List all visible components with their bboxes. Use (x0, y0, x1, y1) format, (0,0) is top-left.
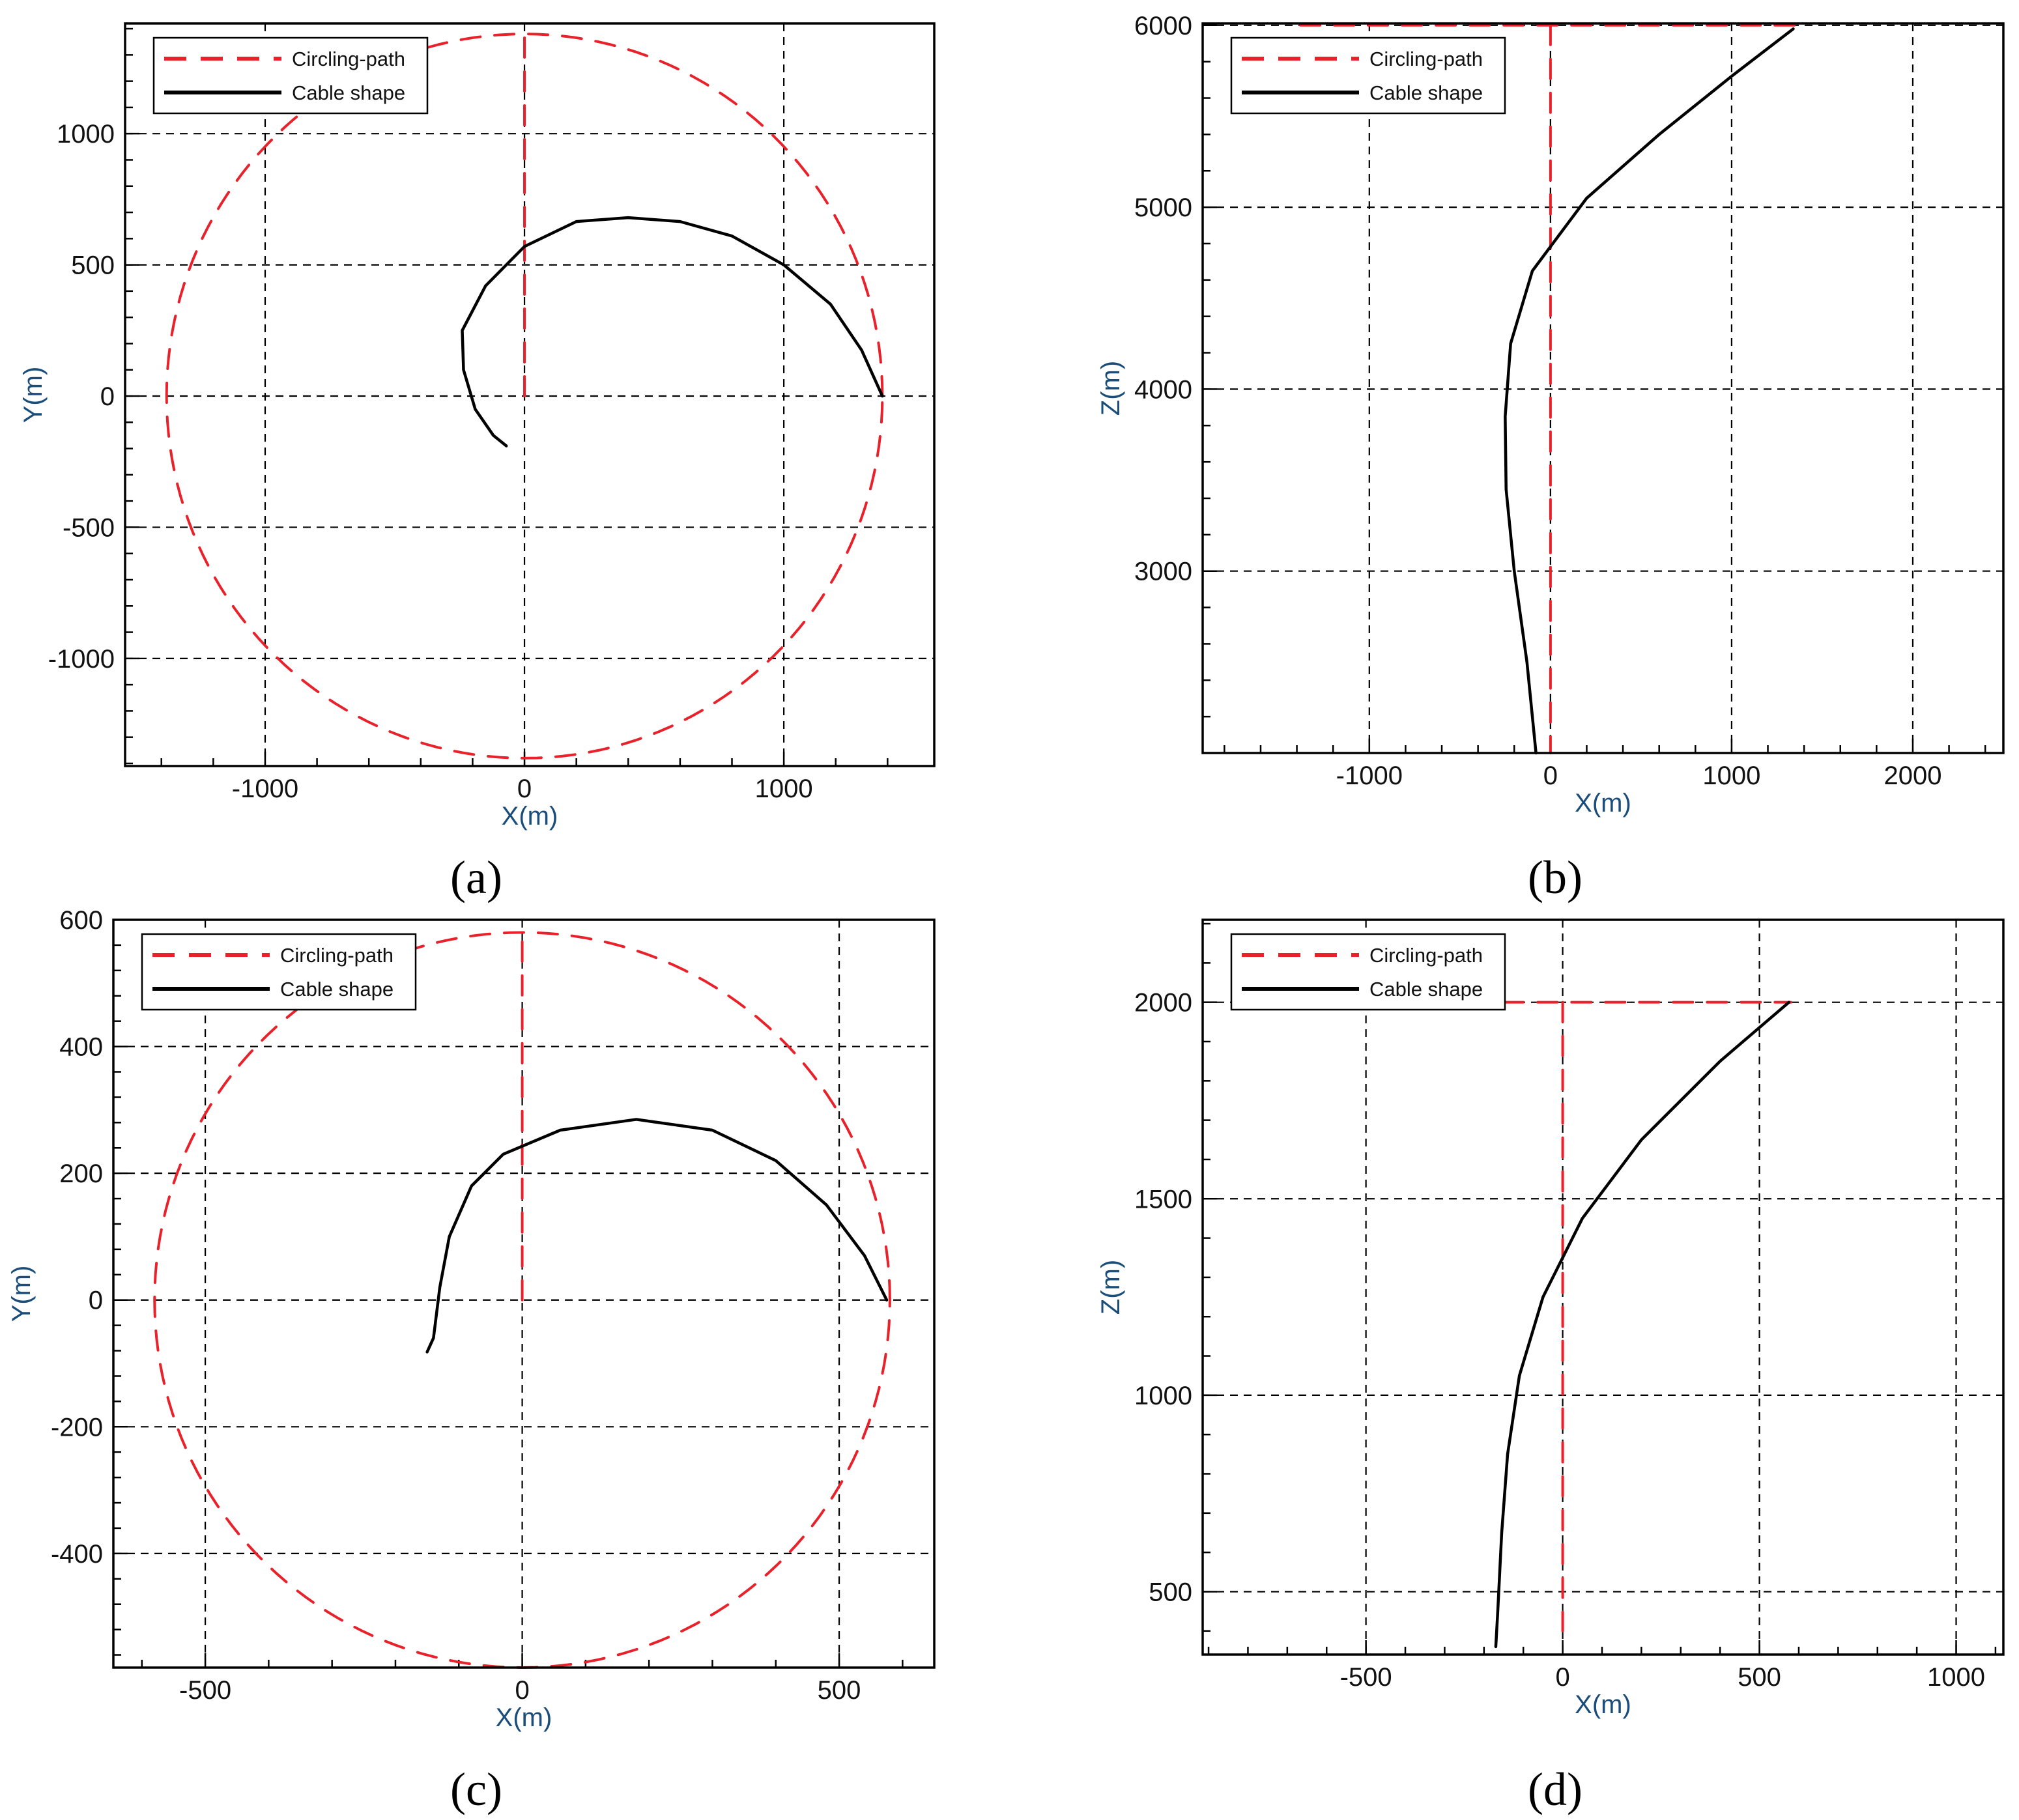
x-tick-label: -500 (1340, 1663, 1392, 1692)
x-tick-label: 0 (515, 1676, 529, 1705)
panel-label-b: (b) (1528, 851, 1582, 903)
x-tick-label: 2000 (1883, 761, 1941, 790)
x-tick-label: 1000 (1927, 1663, 1985, 1692)
y-tick-label: 500 (71, 251, 115, 280)
legend-box (1230, 36, 1506, 115)
y-tick-label: -400 (51, 1540, 103, 1569)
y-tick-label: 500 (1149, 1578, 1192, 1606)
y-axis-title: Z(m) (1096, 1260, 1125, 1315)
legend-label: Circling-path (1369, 48, 1483, 70)
x-axis-title: X(m) (496, 1703, 552, 1732)
panel-d: -500 0 500 1000 500 1000 1500 2000 X(m) Z(m) Circl… (1096, 918, 2005, 1719)
y-tick-label: 0 (89, 1287, 103, 1315)
plot-frame (1201, 918, 2005, 1656)
legend-label: Cable shape (1369, 81, 1483, 104)
y-axis-title: Y(m) (19, 367, 48, 423)
y-axis-title: Y(m) (7, 1266, 36, 1322)
plot-frame (112, 918, 936, 1669)
y-tick-label: 2000 (1134, 989, 1192, 1017)
panel-label-a: (a) (450, 851, 502, 903)
legend-label: Cable shape (292, 81, 405, 104)
x-tick-label: -1000 (1336, 761, 1403, 790)
legend-label: Circling-path (292, 48, 405, 70)
x-tick-label: -1000 (232, 775, 298, 803)
plot-frame (1201, 22, 2005, 754)
legend-box (152, 36, 429, 115)
circling-path-circle (153, 931, 891, 1669)
x-tick-label: 0 (517, 775, 532, 803)
y-tick-label: 3000 (1134, 558, 1192, 586)
legend-label: Cable shape (1369, 978, 1483, 1001)
y-tick-label: -1000 (48, 645, 115, 674)
y-tick-label: 400 (59, 1033, 103, 1062)
x-tick-label: -500 (179, 1676, 231, 1705)
x-tick-label: 0 (1555, 1663, 1569, 1692)
x-tick-label: 0 (1543, 761, 1558, 790)
y-tick-label: 6000 (1134, 12, 1192, 40)
legend-box (1230, 933, 1506, 1011)
x-axis-title: X(m) (1575, 1690, 1631, 1719)
y-tick-label: 600 (59, 906, 103, 935)
cable-shape-line (1494, 1001, 1791, 1649)
panel-b: -1000 0 1000 2000 3000 4000 5000 6000 X(m) Z(m) Ci… (1096, 12, 2005, 818)
cable-shape-line (425, 1118, 889, 1354)
x-tick-label: 500 (1738, 1663, 1781, 1692)
cable-shape-line (1504, 27, 1795, 755)
x-axis-title: X(m) (502, 802, 558, 831)
y-tick-label: 4000 (1134, 375, 1192, 404)
y-tick-label: 1500 (1134, 1185, 1192, 1214)
legend-label: Cable shape (280, 978, 394, 1001)
plot-frame (124, 22, 936, 767)
y-tick-label: 0 (100, 382, 115, 411)
panel-a: -1000 0 1000 -1000 -500 0 500 1000 X(m) Y(m) Circl… (19, 22, 936, 831)
legend-label: Circling-path (280, 944, 394, 967)
y-tick-label: 200 (59, 1159, 103, 1188)
x-tick-label: 1000 (755, 775, 813, 803)
y-tick-label: -500 (63, 513, 115, 542)
y-tick-label: 1000 (1134, 1382, 1192, 1410)
y-tick-label: -200 (51, 1413, 103, 1442)
x-axis-title: X(m) (1575, 789, 1631, 818)
x-tick-label: 1000 (1702, 761, 1760, 790)
panel-label-c: (c) (450, 1763, 502, 1815)
legend-label: Circling-path (1369, 944, 1483, 967)
panel-label-d: (d) (1528, 1763, 1582, 1815)
y-tick-label: 1000 (57, 120, 115, 149)
legend-box (141, 933, 417, 1011)
x-tick-label: 500 (818, 1676, 861, 1705)
circling-path-circle (165, 33, 884, 760)
y-axis-title: Z(m) (1096, 361, 1125, 416)
panel-c: -500 0 500 -400 -200 0 200 400 600 X(m) Y(m) Circli… (7, 906, 936, 1732)
y-tick-label: 5000 (1134, 193, 1192, 222)
